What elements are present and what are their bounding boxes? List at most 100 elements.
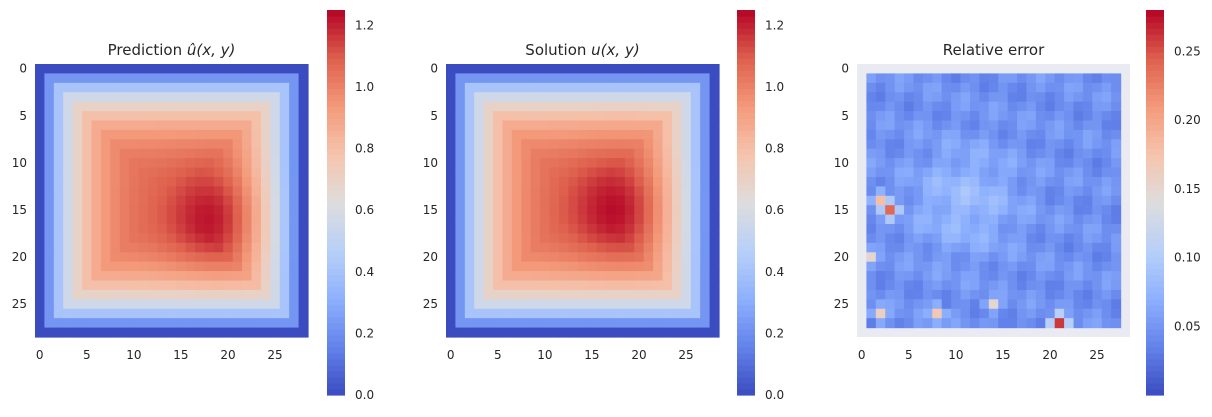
heatmap-cell bbox=[922, 214, 933, 225]
heatmap-cell bbox=[119, 242, 130, 253]
heatmap-cell bbox=[671, 271, 682, 282]
heatmap-cell bbox=[894, 148, 905, 159]
heatmap-cell bbox=[279, 205, 290, 216]
heatmap-cell bbox=[1101, 92, 1112, 103]
heatmap-cell bbox=[979, 261, 990, 272]
heatmap-cell bbox=[223, 195, 234, 206]
heatmap-cell bbox=[681, 205, 692, 216]
heatmap-cell bbox=[1054, 214, 1065, 225]
heatmap-cell bbox=[568, 280, 579, 291]
heatmap-cell bbox=[904, 261, 915, 272]
heatmap-cell bbox=[568, 261, 579, 272]
heatmap-cell bbox=[298, 176, 309, 187]
colorbar-segment bbox=[737, 310, 755, 318]
heatmap-cell bbox=[624, 139, 635, 150]
heatmap-cell bbox=[100, 214, 111, 225]
heatmap-cell bbox=[129, 111, 140, 122]
heatmap-cell bbox=[969, 261, 980, 272]
heatmap-cell bbox=[270, 327, 281, 338]
colorbar-segment bbox=[737, 322, 755, 330]
heatmap-cell bbox=[289, 82, 300, 93]
heatmap-cell bbox=[568, 129, 579, 140]
heatmap-cell bbox=[44, 129, 55, 140]
colorbar-segment bbox=[327, 352, 345, 360]
heatmap-cell bbox=[1082, 214, 1093, 225]
heatmap-cell bbox=[1007, 318, 1018, 329]
heatmap-cell bbox=[298, 252, 309, 263]
colorbar-segment bbox=[327, 226, 345, 234]
heatmap-cell bbox=[213, 299, 224, 310]
heatmap-cell bbox=[455, 129, 466, 140]
heatmap-cell bbox=[464, 233, 475, 244]
heatmap-cell bbox=[1054, 92, 1065, 103]
heatmap-cell bbox=[1101, 252, 1112, 263]
heatmap-cell bbox=[540, 252, 551, 263]
heatmap-cell bbox=[1082, 167, 1093, 178]
heatmap-cell bbox=[1082, 308, 1093, 319]
heatmap-cell bbox=[875, 120, 886, 131]
heatmap-cell bbox=[577, 308, 588, 319]
heatmap-cell bbox=[223, 139, 234, 150]
heatmap-cell bbox=[662, 318, 673, 329]
heatmap-cell bbox=[166, 148, 177, 159]
heatmap-cell bbox=[690, 214, 701, 225]
heatmap-cell bbox=[540, 167, 551, 178]
heatmap-cell bbox=[596, 205, 607, 216]
heatmap-cell bbox=[91, 186, 102, 197]
heatmap-cell bbox=[82, 73, 93, 84]
heatmap-cell bbox=[700, 308, 711, 319]
heatmap-cell bbox=[260, 111, 271, 122]
heatmap-cell bbox=[446, 186, 457, 197]
heatmap-cell bbox=[53, 111, 64, 122]
heatmap-cell bbox=[1017, 129, 1028, 140]
y-tick-label: 25 bbox=[12, 297, 27, 311]
heatmap-cell bbox=[138, 252, 149, 263]
colorbar-segment bbox=[1146, 160, 1164, 168]
heatmap-cell bbox=[549, 318, 560, 329]
heatmap-cell bbox=[185, 64, 196, 75]
heatmap-cell bbox=[166, 205, 177, 216]
heatmap-cell bbox=[596, 252, 607, 263]
heatmap-cell bbox=[213, 176, 224, 187]
heatmap-cell bbox=[875, 73, 886, 84]
heatmap-cell bbox=[1054, 299, 1065, 310]
heatmap-cell bbox=[119, 158, 130, 169]
heatmap-cell bbox=[91, 64, 102, 75]
heatmap-cell bbox=[709, 176, 720, 187]
colorbar-tick-label: 0.20 bbox=[1174, 113, 1201, 127]
heatmap-cell bbox=[289, 111, 300, 122]
heatmap-cell bbox=[634, 289, 645, 300]
heatmap-cell bbox=[493, 73, 504, 84]
heatmap-cell bbox=[1092, 308, 1103, 319]
heatmap-cell bbox=[298, 261, 309, 272]
heatmap-cell bbox=[1073, 261, 1084, 272]
heatmap-cell bbox=[91, 205, 102, 216]
heatmap-cell bbox=[483, 318, 494, 329]
heatmap-cell bbox=[1007, 214, 1018, 225]
heatmap-cell bbox=[63, 129, 74, 140]
heatmap-cell bbox=[119, 139, 130, 150]
heatmap-cell bbox=[129, 299, 140, 310]
heatmap-cell bbox=[1064, 318, 1075, 329]
heatmap-cell bbox=[960, 158, 971, 169]
heatmap-cell bbox=[53, 176, 64, 187]
heatmap-cell bbox=[195, 195, 206, 206]
heatmap-cell bbox=[1111, 111, 1122, 122]
heatmap-cell bbox=[690, 158, 701, 169]
heatmap-cell bbox=[951, 129, 962, 140]
heatmap-cell bbox=[1007, 242, 1018, 253]
heatmap-cell bbox=[671, 289, 682, 300]
heatmap-cell bbox=[1092, 242, 1103, 253]
heatmap-cell bbox=[138, 120, 149, 131]
heatmap-cell bbox=[671, 308, 682, 319]
heatmap-cell bbox=[464, 327, 475, 338]
heatmap-cell bbox=[289, 252, 300, 263]
heatmap-cell bbox=[446, 64, 457, 75]
colorbar-segment bbox=[1146, 178, 1164, 186]
heatmap-cell bbox=[213, 195, 224, 206]
heatmap-cell bbox=[166, 158, 177, 169]
heatmap-cell bbox=[511, 129, 522, 140]
heatmap-cell bbox=[671, 82, 682, 93]
heatmap-cell bbox=[922, 148, 933, 159]
colorbar-segment bbox=[737, 388, 755, 396]
